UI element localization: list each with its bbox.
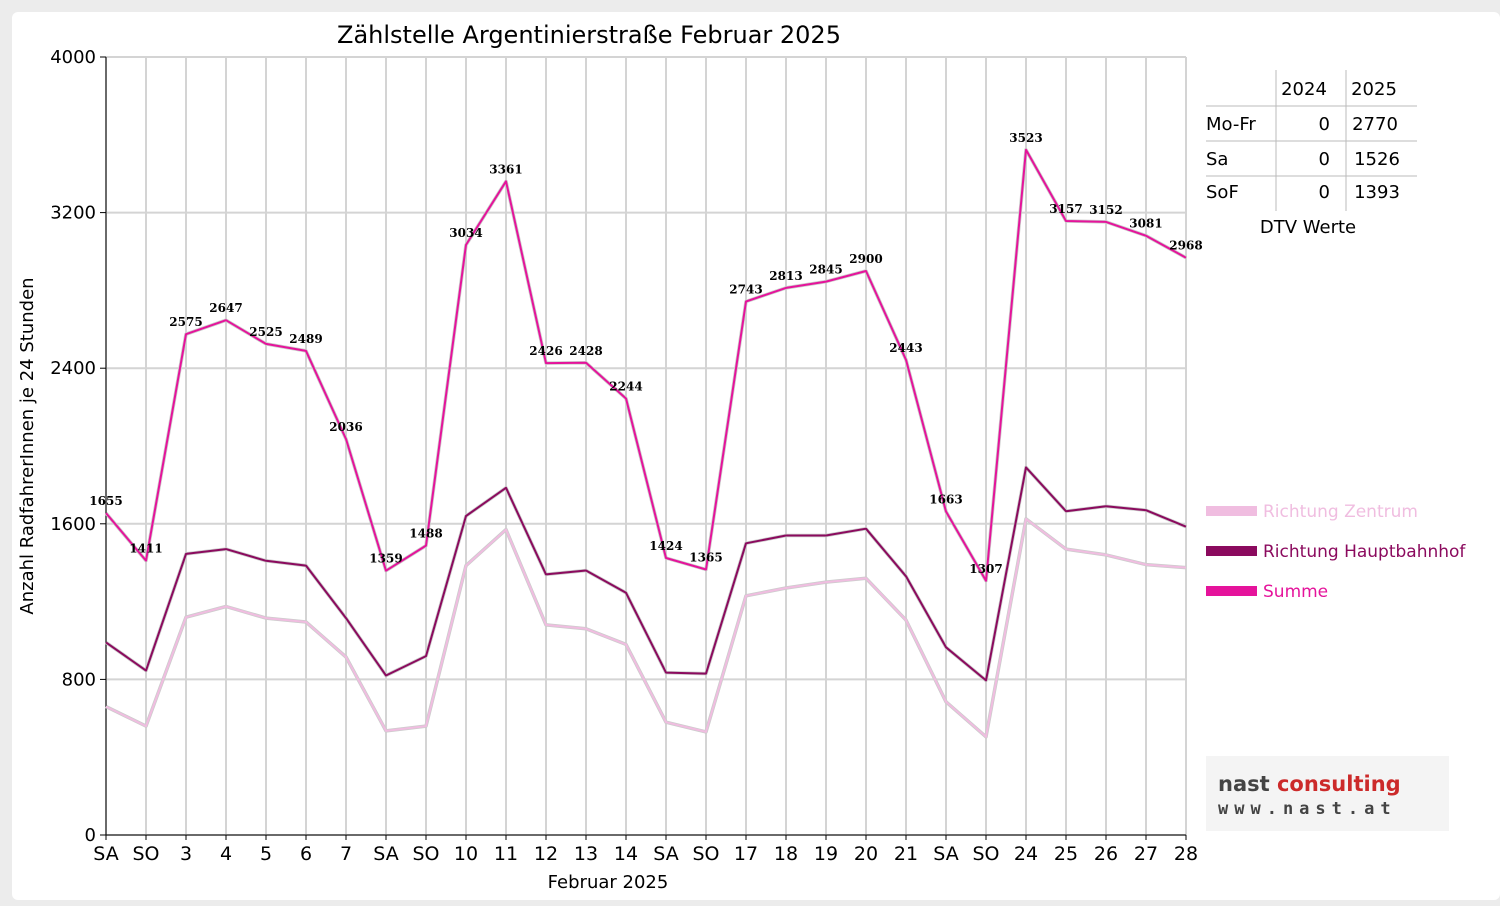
- data-label: 2244: [609, 380, 642, 394]
- x-tick-label: 7: [340, 843, 352, 865]
- series-lines: [104, 148, 1187, 739]
- x-tick-label: SA: [373, 843, 398, 865]
- y-tick-label: 3200: [50, 203, 96, 224]
- data-label: 3081: [1129, 217, 1162, 231]
- dtv-row-2024: 0: [1319, 114, 1330, 135]
- data-label: 2900: [849, 252, 882, 266]
- x-tick-label: 24: [1014, 843, 1038, 865]
- data-label: 1359: [369, 552, 402, 566]
- logo-brand: nast consulting: [1218, 772, 1401, 796]
- data-label: 2489: [289, 332, 322, 346]
- legend-swatch-hauptbahnhof: [1206, 546, 1257, 556]
- dtv-row-label: Mo-Fr: [1206, 114, 1256, 135]
- data-label: 2443: [889, 341, 922, 355]
- data-label: 2525: [249, 325, 282, 339]
- x-tick-label: SO: [972, 843, 999, 865]
- dtv-row-label: Sa: [1206, 149, 1228, 170]
- x-tick-label: 4: [220, 843, 232, 865]
- data-label: 1411: [129, 542, 162, 556]
- logo-url: www.nast.at: [1218, 799, 1397, 819]
- data-label: 1365: [689, 551, 722, 565]
- data-label: 3034: [449, 226, 482, 240]
- y-tick-label: 0: [85, 825, 96, 846]
- x-tick-label: 21: [894, 843, 918, 865]
- x-tick-label: 27: [1134, 843, 1158, 865]
- data-label: 2575: [169, 315, 202, 329]
- y-tick-label: 800: [62, 669, 96, 690]
- data-label: 2036: [329, 420, 362, 434]
- x-tick-label: 10: [454, 843, 478, 865]
- dtv-row-label: SoF: [1206, 182, 1239, 203]
- x-tick-label: SA: [653, 843, 678, 865]
- x-tick-label: SA: [93, 843, 118, 865]
- x-tick-label: 26: [1094, 843, 1118, 865]
- legend: Richtung Zentrum Richtung Hauptbahnhof S…: [1206, 502, 1466, 602]
- dtv-row-2025: 2770: [1352, 114, 1398, 135]
- x-tick-label: 14: [614, 843, 638, 865]
- dtv-row-2025: 1526: [1354, 149, 1400, 170]
- x-tick-label: SO: [132, 843, 159, 865]
- y-tick-label: 2400: [50, 358, 96, 379]
- legend-label-summe: Summe: [1263, 582, 1328, 602]
- legend-label-zentrum: Richtung Zentrum: [1263, 502, 1418, 522]
- dtv-row-2025: 1393: [1354, 182, 1400, 203]
- data-label: 2647: [209, 301, 242, 315]
- series-line-summe: [105, 148, 1187, 582]
- x-tick-label: 3: [180, 843, 192, 865]
- data-label: 3361: [489, 162, 522, 176]
- x-tick-label: 20: [854, 843, 878, 865]
- data-label: 2845: [809, 263, 842, 277]
- data-label: 1424: [649, 539, 682, 553]
- data-label: 1663: [929, 493, 962, 507]
- data-label: 2426: [529, 344, 562, 358]
- data-label: 2428: [569, 344, 602, 358]
- chart-title: Zählstelle Argentinierstraße Februar 202…: [337, 21, 841, 49]
- x-tick-label: 25: [1054, 843, 1078, 865]
- dtv-header-2025: 2025: [1351, 79, 1397, 100]
- data-label: 3152: [1089, 203, 1122, 217]
- series-line-richtung-zentrum: [105, 517, 1187, 738]
- data-label: 1488: [409, 527, 442, 541]
- x-tick-label: 13: [574, 843, 598, 865]
- x-tick-label: 19: [814, 843, 838, 865]
- dtv-table: 2024 2025 Mo-Fr 0 2770 Sa 0 1526 SoF 0 1…: [1206, 70, 1417, 238]
- data-labels: 1655 1411 2575 2647 2525 2489 2036 1359 1488 3034…: [89, 131, 1202, 576]
- y-axis-ticks: 0 800 1600 2400 3200 4000: [50, 47, 106, 846]
- data-label: 2743: [729, 282, 762, 296]
- dtv-row-2024: 0: [1319, 182, 1330, 203]
- plot-grid: [105, 56, 1187, 836]
- data-label: 2968: [1169, 239, 1202, 253]
- x-tick-label: 18: [774, 843, 798, 865]
- legend-swatch-zentrum: [1206, 506, 1257, 516]
- chart-svg: Zählstelle Argentinierstraße Februar 202…: [6, 6, 1500, 906]
- x-axis-ticks: SA SO 3 4 5 6 7 SA SO 10 11 12 13 14 SA SO 17 18 19 20 21 SA S…: [93, 835, 1198, 865]
- x-tick-label: 28: [1174, 843, 1198, 865]
- x-tick-label: 12: [534, 843, 558, 865]
- dtv-caption: DTV Werte: [1260, 217, 1356, 238]
- y-axis-label: Anzahl RadfahrerInnen je 24 Stunden: [17, 277, 38, 614]
- legend-swatch-summe: [1206, 586, 1257, 596]
- y-tick-label: 4000: [50, 47, 96, 68]
- x-axis-label: Februar 2025: [548, 872, 669, 893]
- y-tick-label: 1600: [50, 514, 96, 535]
- data-label: 1655: [89, 494, 122, 508]
- x-tick-label: 11: [494, 843, 518, 865]
- x-tick-label: 6: [300, 843, 312, 865]
- dtv-header-2024: 2024: [1281, 79, 1327, 100]
- x-tick-label: SO: [692, 843, 719, 865]
- data-label: 3523: [1009, 131, 1042, 145]
- nast-logo: nast consulting www.nast.at: [1206, 756, 1449, 831]
- x-tick-label: SO: [412, 843, 439, 865]
- legend-label-hauptbahnhof: Richtung Hauptbahnhof: [1263, 542, 1466, 562]
- dtv-row-2024: 0: [1319, 149, 1330, 170]
- x-tick-label: 17: [734, 843, 758, 865]
- data-label: 3157: [1049, 202, 1082, 216]
- chart-frame: Zählstelle Argentinierstraße Februar 202…: [6, 6, 1500, 906]
- series-line-richtung-hauptbahnhof: [105, 466, 1187, 682]
- data-label: 1307: [969, 562, 1002, 576]
- data-label: 2813: [769, 269, 802, 283]
- x-tick-label: SA: [933, 843, 958, 865]
- x-tick-label: 5: [260, 843, 272, 865]
